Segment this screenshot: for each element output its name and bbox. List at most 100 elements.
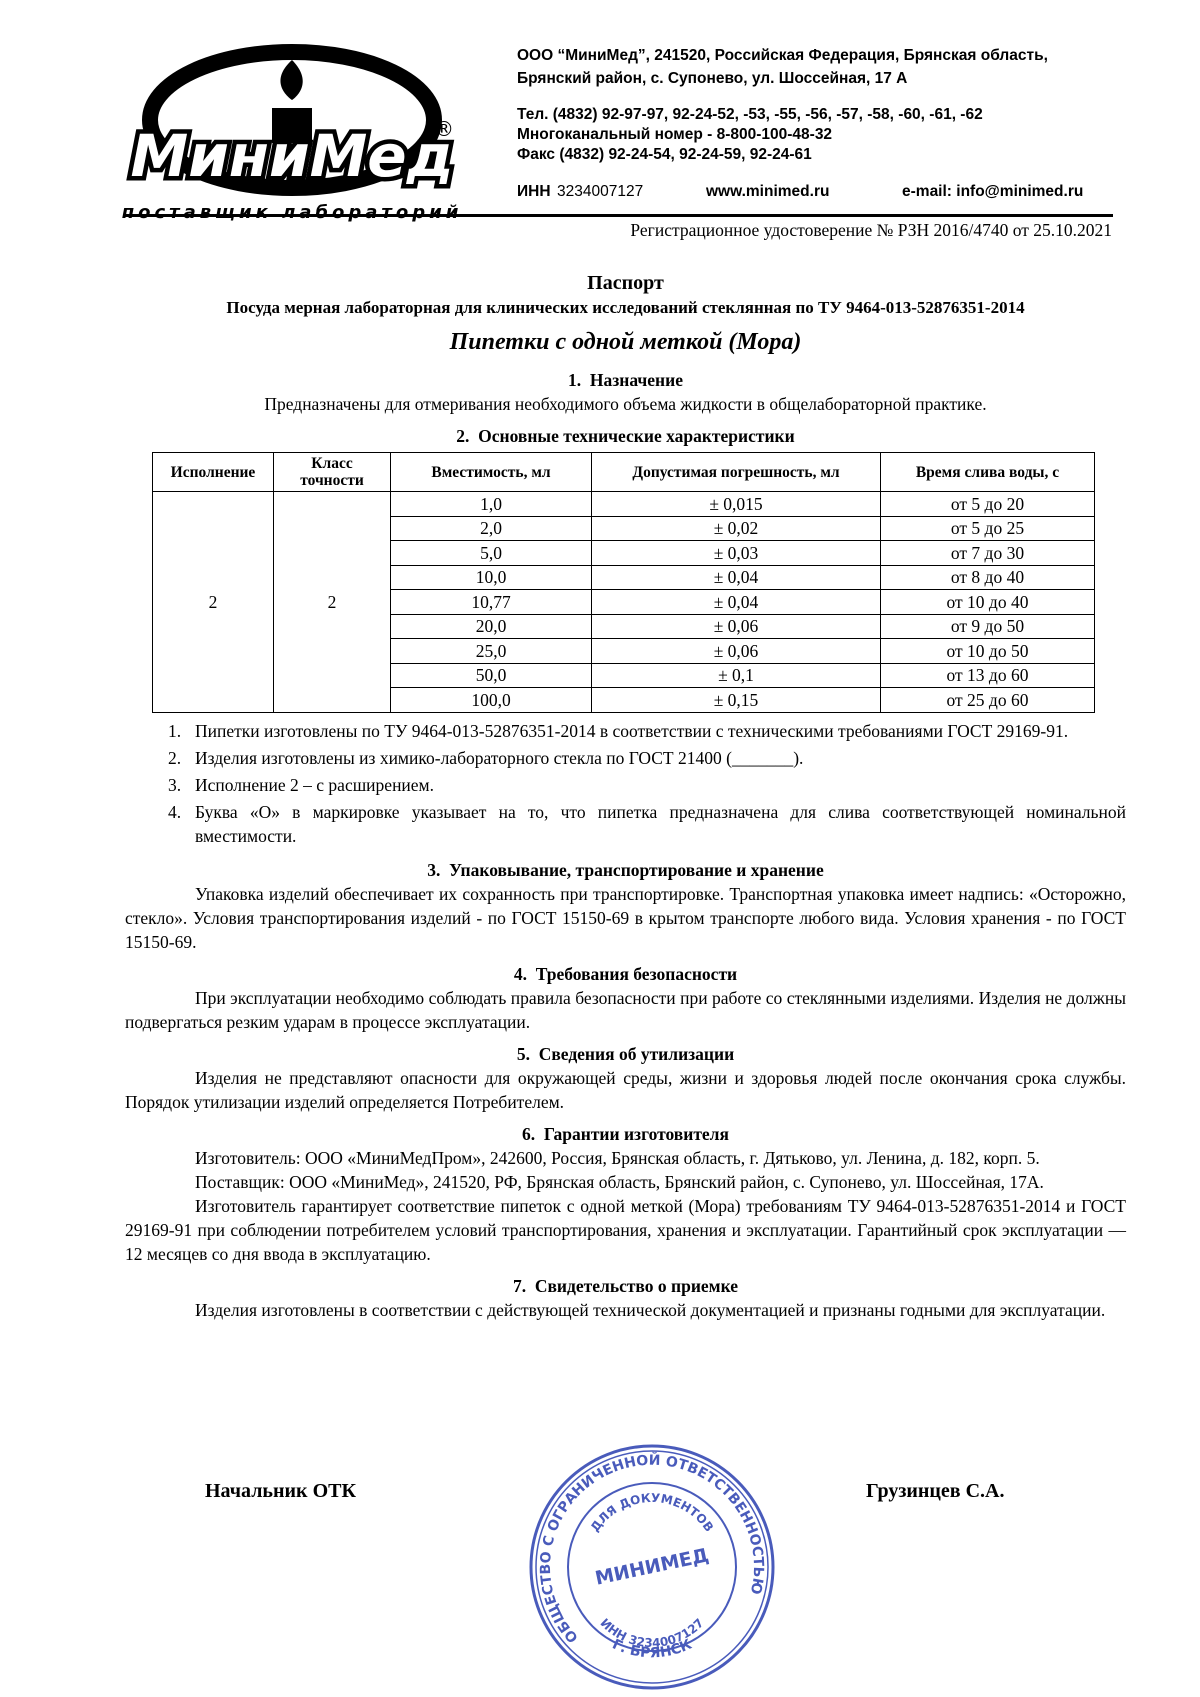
table-cell: 20,0 [390,613,592,639]
section-heading: 1. Назначение [568,370,683,390]
header-rule [125,214,1113,217]
website: www.minimed.ru [706,183,830,200]
table-cell: от 5 до 25 [880,515,1095,541]
table-cell: от 10 до 50 [880,638,1095,664]
table-cell: 10,77 [390,589,592,615]
table-cell: ± 0,06 [591,638,881,664]
note-text: Пипетки изготовлены по ТУ 9464-013-52876… [195,720,1069,741]
section-heading: 4. Требования безопасности [513,963,738,984]
table-cell: 1,0 [390,491,592,517]
table-cell: ± 0,03 [591,540,881,566]
accuracy-class: 2 [273,491,391,713]
table-cell: 100,0 [390,687,592,713]
content: Паспорт Посуда мерная лабораторная для к… [125,270,1126,1322]
note-number: 1. [168,720,182,741]
inn: 3234007127 [557,183,644,200]
table-row: 10,0 ± 0,04 от 8 до 40 [153,564,1095,590]
contact-line: Многоканальный номер - 8-800-100-48-32 [517,126,833,143]
registration: Регистрационное удостоверение № РЗН 2016… [630,220,1112,240]
product: Пипетки с одной меткой (Мора) [449,329,802,355]
address-line: ООО “МиниМед”, 241520, Российская Федера… [517,47,1048,64]
paragraph: Изделия не представляют опасности для ок… [125,1067,1126,1112]
paragraph: Изготовитель: ООО «МиниМедПром», 242600,… [195,1147,1040,1168]
logo-candle [272,108,312,143]
section-heading: 2. Основные технические характеристики [456,426,795,446]
table-row: 25,0 ± 0,06 от 10 до 50 [153,638,1095,664]
column-header: Класс точности [273,452,391,492]
paragraph: Поставщик: ООО «МиниМед», 241520, РФ, Бр… [195,1171,1044,1192]
execution: 2 [152,491,274,713]
table-cell: от 9 до 50 [880,613,1095,639]
table-cell: ± 0,06 [591,613,881,639]
signature-name: Грузинцев С.А. [866,1480,1005,1502]
table-cell: 50,0 [390,662,592,688]
doc-subtitle: Посуда мерная лабораторная для клиническ… [226,298,1025,317]
section: 6. Гарантии изготовителя Изготовитель: ОО… [125,1122,1126,1266]
section: 7. Свидетельство о приемке Изделия изгото… [125,1274,1126,1322]
table-cell: ± 0,04 [591,564,881,590]
section-heading: 6. Гарантии изготовителя [522,1123,729,1144]
note-number: 4. [168,801,182,822]
stamp: ОБЩЕСТВО С ОГРАНИЧЕННОЙ ОТВЕТСТВЕННОСТЬЮ… [529,1444,775,1690]
table-cell: от 7 до 30 [880,540,1095,566]
header-row: Исполнение Класс точности Вместимость, мл Д… [152,452,1095,492]
stamp-inner-text: ДЛЯ ДОКУМЕНТОВ [588,1491,717,1535]
table-row: 2 2 1,0 ± 0,015 от 5 до 20 [152,491,1095,713]
table-cell: 2,0 [390,515,592,541]
paragraph: При эксплуатации необходимо соблюдать пр… [125,987,1126,1032]
table-row: 2,0 ± 0,02 от 5 до 25 [153,515,1095,541]
note-text: Буква «О» в маркировке указывает на то, … [195,801,1126,846]
table-row: 100,0 ± 0,15 от 25 до 60 [153,687,1095,713]
table-cell: ± 0,02 [591,515,881,541]
stamp-rings [529,1444,775,1690]
column-header: Вместимость, мл [390,452,592,492]
sections: 1. Назначение Предназначены для отмериван… [125,368,1126,1322]
contact-line: Тел. (4832) 92-97-97, 92-24-52, -53, -55… [517,106,983,123]
note-number: 2. [168,747,182,768]
note: 2. Изделия изготовлены из химико-лаборато… [125,746,1126,770]
section-heading: 7. Свидетельство о приемке [512,1275,739,1296]
section: 5. Сведения об утилизации Изделия не пред… [125,1042,1126,1114]
section: 1. Назначение Предназначены для отмериван… [125,368,1126,416]
stamp-outer: ОБЩЕСТВО С ОГРАНИЧЕННОЙ ОТВЕТСТВЕННОСТЬЮ [538,1452,766,1646]
table-cell: от 13 до 60 [880,662,1095,688]
table-cell: 25,0 [390,638,592,664]
logo-tagline: поставщик лабораторий [122,202,462,223]
spec-table: Исполнение Класс точности Вместимость, мл Д… [152,452,1095,713]
table-cell: от 25 до 60 [880,687,1095,713]
section-heading: 5. Сведения об утилизации [516,1043,735,1064]
table-cell: 10,0 [390,564,592,590]
stamp-inner: ДЛЯ ДОКУМЕНТОВ [588,1491,717,1535]
table-row: 20,0 ± 0,06 от 9 до 50 [153,613,1095,639]
logo: МиниМед ® поставщик лабораторий [122,44,462,223]
note-text: Исполнение 2 – с расширением. [195,774,435,795]
table-cell: от 10 до 40 [880,589,1095,615]
logo-flame [280,60,303,100]
stamp-outer-text: ОБЩЕСТВО С ОГРАНИЧЕННОЙ ОТВЕТСТВЕННОСТЬЮ [538,1452,766,1646]
column-header: Исполнение [152,452,274,492]
logo-name: МиниМед [131,122,454,190]
signature-position: Начальник ОТК [205,1480,356,1502]
column-header: Допустимая погрешность, мл [591,452,881,492]
paragraph: Предназначены для отмеривания необходимо… [264,394,987,414]
logo-ring [142,44,442,196]
email: e-mail: info@minimed.ru [902,183,1084,200]
section: 3. Упаковывание, транспортирование и хра… [125,858,1126,954]
table-cell: от 8 до 40 [880,564,1095,590]
section: 2. Основные технические характеристики Ис… [125,424,1126,848]
note: 4. Буква «О» в маркировке указывает на то… [125,800,1126,848]
table-cell: ± 0,1 [591,662,881,688]
table-row: 50,0 ± 0,1 от 13 до 60 [153,662,1095,688]
table-cell: 5,0 [390,540,592,566]
inn-label: ИНН [517,183,551,200]
section: 4. Требования безопасности При эксплуатац… [125,962,1126,1034]
logo-registered: ® [434,117,454,141]
contact-line: Факс (4832) 92-24-54, 92-24-59, 92-24-61 [517,146,812,163]
note-text: Изделия изготовлены из химико-лабораторн… [195,747,804,768]
table-row: 10,77 ± 0,04 от 10 до 40 [153,589,1095,615]
stamp-name: МИНИМЕД [593,1544,710,1590]
table-cell: ± 0,15 [591,687,881,713]
section-heading: 3. Упаковывание, транспортирование и хра… [427,859,824,880]
paragraph: Изделия изготовлены в соответствии с дей… [195,1299,1106,1320]
